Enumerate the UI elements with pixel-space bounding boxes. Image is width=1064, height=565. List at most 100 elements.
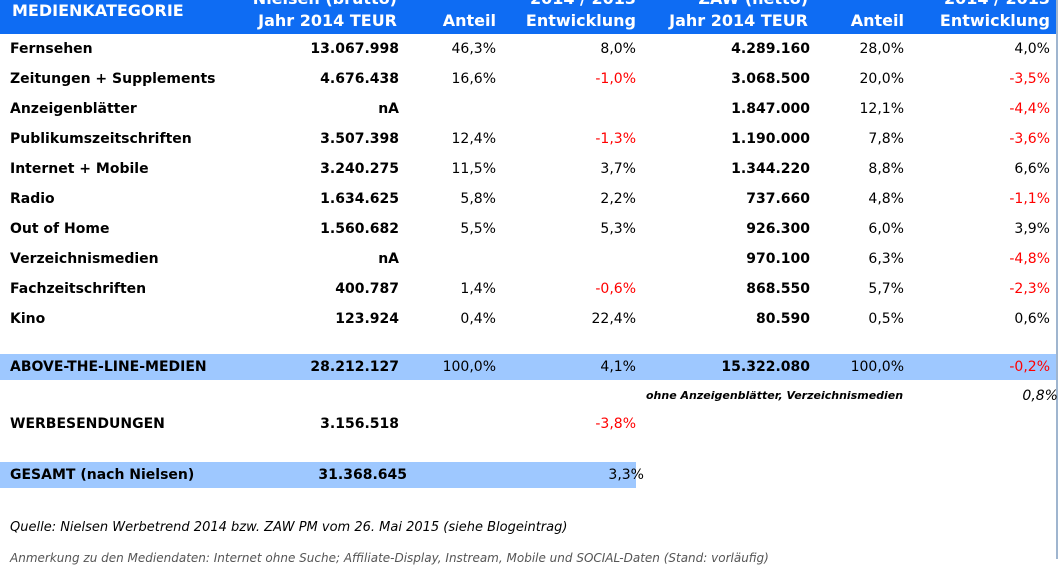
header-entwicklung-nielsen-bottom: Entwicklung [525,11,636,30]
row-label: Internet + Mobile [10,161,149,177]
zaw-anteil: 6,3% [868,251,904,267]
zaw-anteil: 7,8% [868,131,904,147]
nielsen-anteil: 16,6% [451,71,496,87]
row-label: GESAMT (nach Nielsen) [10,467,195,483]
table-row-fachzeitschriften: Fachzeitschriften 400.787 1,4% -0,6% 868… [0,277,1056,301]
row-label: Publikumszeitschriften [10,131,192,147]
nielsen-value: 3.507.398 [320,131,399,147]
table-row-above-the-line: ABOVE-THE-LINE-MEDIEN 28.212.127 100,0% … [0,354,1056,380]
row-label: Zeitungen + Supplements [10,71,216,87]
header-zaw-bottom: Jahr 2014 TEUR [669,11,808,30]
header-nielsen-bottom: Jahr 2014 TEUR [258,11,397,30]
zaw-anteil: 28,0% [859,41,904,57]
source-note: Quelle: Nielsen Werbetrend 2014 bzw. ZAW… [10,520,568,535]
zaw-anteil: 5,7% [868,281,904,297]
zaw-entwicklung: -0,2% [1009,359,1050,375]
header-zaw-top: ZAW (netto) [698,0,808,8]
zaw-anteil: 6,0% [868,221,904,237]
zaw-value: 970.100 [746,251,810,267]
zaw-value: 15.322.080 [721,359,810,375]
zaw-entwicklung: -3,5% [1009,71,1050,87]
nielsen-entwicklung: -0,6% [595,281,636,297]
zaw-entwicklung: -3,6% [1009,131,1050,147]
note-value: 0,8% [1022,388,1058,404]
zaw-value: 4.289.160 [731,41,810,57]
zaw-anteil: 8,8% [868,161,904,177]
header-anteil-nielsen: Anteil [442,11,496,30]
nielsen-entwicklung: 4,1% [600,359,636,375]
table-header: MEDIENKATEGORIE Nielsen (brutto) Jahr 20… [0,0,1056,34]
nielsen-anteil: 1,4% [460,281,496,297]
row-label: Fernsehen [10,41,93,57]
nielsen-entwicklung: 2,2% [600,191,636,207]
zaw-value: 737.660 [746,191,810,207]
row-label: Out of Home [10,221,110,237]
table-row-verzeichnismedien: Verzeichnismedien nA 970.100 6,3% -4,8% [0,247,1056,271]
nielsen-anteil: 0,4% [460,311,496,327]
zaw-anteil: 12,1% [859,101,904,117]
nielsen-anteil: 46,3% [451,41,496,57]
zaw-anteil: 4,8% [868,191,904,207]
table-row-werbesendungen: WERBESENDUNGEN 3.156.518 -3,8% [0,412,1056,436]
table-row-out-of-home: Out of Home 1.560.682 5,5% 5,3% 926.300 … [0,217,1056,241]
header-entwicklung-zaw-bottom: Entwicklung [939,11,1050,30]
zaw-anteil: 0,5% [868,311,904,327]
table-right-edge [1056,0,1058,559]
nielsen-entwicklung: 22,4% [591,311,636,327]
nielsen-value: 28.212.127 [310,359,399,375]
gesamt-nielsen-entwicklung: 3,3% [608,467,644,483]
nielsen-anteil: 11,5% [451,161,496,177]
table-row-kino: Kino 123.924 0,4% 22,4% 80.590 0,5% 0,6% [0,307,1056,331]
header-entwicklung-nielsen-top: 2014 / 2013 [530,0,636,8]
nielsen-value: 3.156.518 [320,416,399,432]
row-label: Kino [10,311,46,327]
header-anteil-zaw: Anteil [850,11,904,30]
header-nielsen-top: Nielsen (brutto) [253,0,397,8]
zaw-value: 1.847.000 [731,101,810,117]
nielsen-entwicklung: 5,3% [600,221,636,237]
zaw-entwicklung: -4,8% [1009,251,1050,267]
nielsen-value: 400.787 [335,281,399,297]
zaw-value: 3.068.500 [731,71,810,87]
header-entwicklung-zaw-top: 2014 / 2013 [944,0,1050,8]
table-row-zeitungen: Zeitungen + Supplements 4.676.438 16,6% … [0,67,1056,91]
table-row-publikumszeitschriften: Publikumszeitschriften 3.507.398 12,4% -… [0,127,1056,151]
row-label: Fachzeitschriften [10,281,147,297]
nielsen-anteil: 100,0% [442,359,496,375]
zaw-value: 80.590 [755,311,810,327]
table-row-gesamt: GESAMT (nach Nielsen) [0,462,636,488]
nielsen-value: 1.560.682 [320,221,399,237]
nielsen-entwicklung: 3,7% [600,161,636,177]
header-category: MEDIENKATEGORIE [12,1,184,20]
nielsen-value: 13.067.998 [310,41,399,57]
row-label: Anzeigenblätter [10,101,137,117]
zaw-entwicklung: 3,9% [1014,221,1050,237]
zaw-value: 868.550 [746,281,810,297]
zaw-entwicklung: 4,0% [1014,41,1050,57]
zaw-entwicklung: 0,6% [1014,311,1050,327]
note-text: ohne Anzeigenblätter, Verzeichnismedien [646,389,904,402]
zaw-value: 1.190.000 [731,131,810,147]
zaw-entwicklung: -1,1% [1009,191,1050,207]
nielsen-value: 4.676.438 [320,71,399,87]
nielsen-value: 3.240.275 [320,161,399,177]
nielsen-value: 1.634.625 [320,191,399,207]
table-row-radio: Radio 1.634.625 5,8% 2,2% 737.660 4,8% -… [0,187,1056,211]
zaw-anteil: 20,0% [859,71,904,87]
zaw-entwicklung: 6,6% [1014,161,1050,177]
nielsen-anteil: 5,5% [460,221,496,237]
footnote: Anmerkung zu den Mediendaten: Internet o… [10,551,769,565]
zaw-value: 1.344.220 [731,161,810,177]
row-label: WERBESENDUNGEN [10,416,165,432]
table-row-internet-mobile: Internet + Mobile 3.240.275 11,5% 3,7% 1… [0,157,1056,181]
nielsen-entwicklung: 8,0% [600,41,636,57]
nielsen-entwicklung: -3,8% [595,416,636,432]
zaw-value: 926.300 [746,221,810,237]
nielsen-entwicklung: -1,3% [595,131,636,147]
row-label: ABOVE-THE-LINE-MEDIEN [10,359,207,375]
row-label: Radio [10,191,55,207]
nielsen-anteil: 12,4% [451,131,496,147]
table-row-anzeigenblaetter: Anzeigenblätter nA 1.847.000 12,1% -4,4% [0,97,1056,121]
nielsen-anteil: 5,8% [460,191,496,207]
nielsen-value: nA [378,101,399,117]
